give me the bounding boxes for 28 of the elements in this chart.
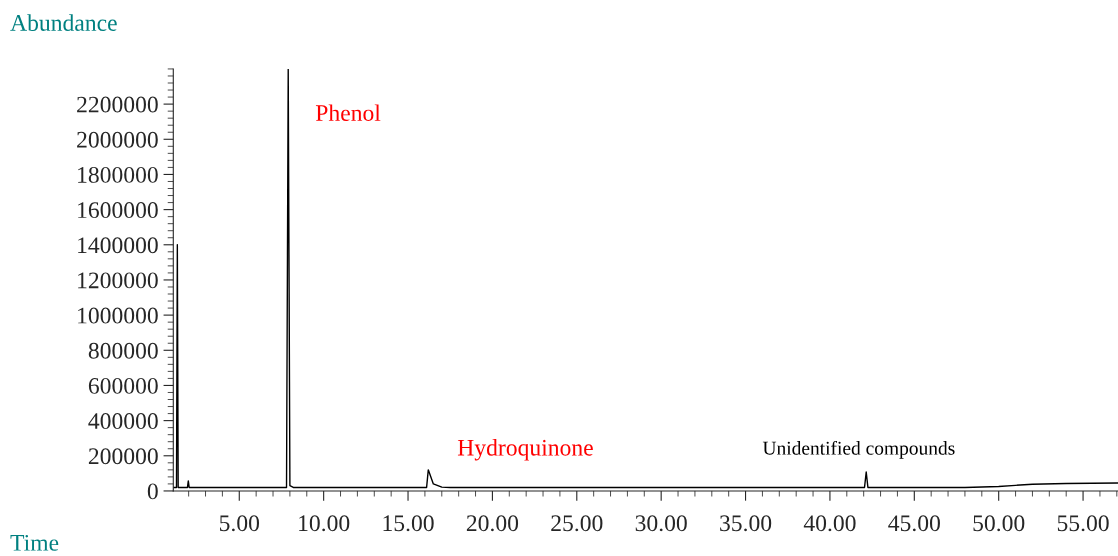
- annotation: Unidentified compounds: [762, 440, 955, 459]
- y-tick-label: 1000000: [78, 307, 158, 324]
- x-tick-label: 25.00: [551, 515, 603, 532]
- y-tick-label: 200000: [88, 448, 158, 465]
- x-tick-label: 10.00: [299, 515, 350, 532]
- y-tick-label: 1200000: [78, 272, 158, 289]
- y-tick-label: 800000: [88, 342, 158, 359]
- x-axis-title: Time: [10, 534, 59, 551]
- y-tick-label: 0: [147, 483, 158, 500]
- y-tick-label: 2000000: [77, 131, 158, 148]
- x-tick-label: 20.00: [466, 515, 519, 532]
- annotation: Hydroquinone: [457, 439, 593, 461]
- x-tick-label: 5.00: [219, 515, 260, 532]
- x-tick-label: 35.00: [720, 515, 772, 532]
- x-tick-label: 50.00: [973, 515, 1025, 532]
- y-tick-label: 1400000: [78, 237, 158, 254]
- x-tick-label: 55.00: [1057, 515, 1109, 532]
- annotation: Phenol: [315, 104, 381, 121]
- x-tick-label: 40.00: [803, 515, 856, 532]
- y-tick-label: 1800000: [78, 166, 158, 183]
- y-tick-label: 400000: [88, 413, 158, 430]
- y-tick-label: 600000: [88, 377, 158, 394]
- y-axis-title: Abundance: [10, 14, 117, 31]
- y-tick-label: 2200000: [77, 96, 158, 113]
- y-tick-label: 1600000: [78, 202, 158, 219]
- x-tick-label: 45.00: [888, 515, 940, 532]
- x-tick-label: 30.00: [635, 515, 687, 532]
- x-tick-label: 15.00: [383, 515, 434, 532]
